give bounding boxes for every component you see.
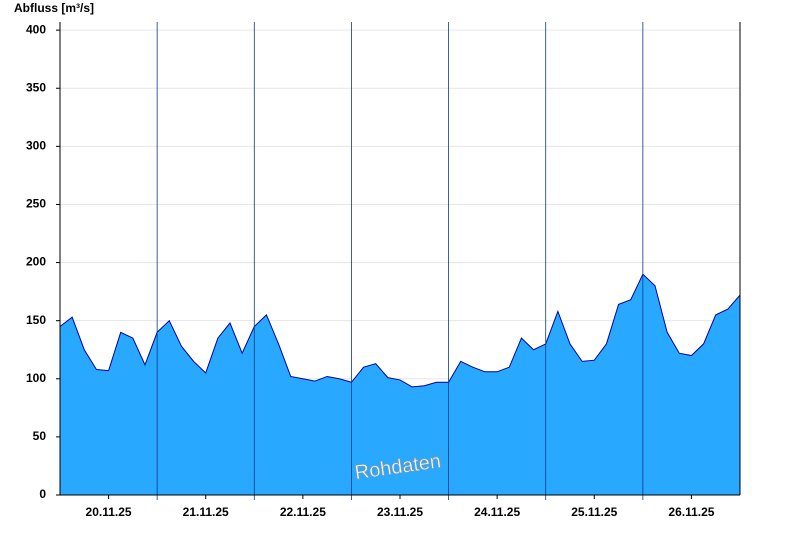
line <box>59 273 741 388</box>
y-tick-label: 300 <box>26 139 46 153</box>
x-tick-label: 20.11.25 <box>86 505 132 519</box>
y-tick-label: 400 <box>26 22 46 36</box>
y-tick-label: 0 <box>39 487 46 501</box>
y-axis-label: Abfluss [m³/s] <box>14 1 94 15</box>
x-tick-label: 21.11.25 <box>183 505 229 519</box>
y-tick-label: 200 <box>26 255 46 269</box>
y-tick-label: 250 <box>26 197 46 211</box>
y-tick-label: 350 <box>26 80 46 94</box>
x-tick-label: 22.11.25 <box>280 505 326 519</box>
x-tick-label: 25.11.25 <box>571 505 617 519</box>
y-tick-label: 50 <box>33 429 47 443</box>
x-tick-label: 26.11.25 <box>668 505 714 519</box>
y-tick-label: 100 <box>26 371 46 385</box>
area <box>60 274 740 495</box>
x-tick-label: 24.11.25 <box>474 505 520 519</box>
y-tick-label: 150 <box>26 313 46 327</box>
x-tick-label: 23.11.25 <box>377 505 423 519</box>
